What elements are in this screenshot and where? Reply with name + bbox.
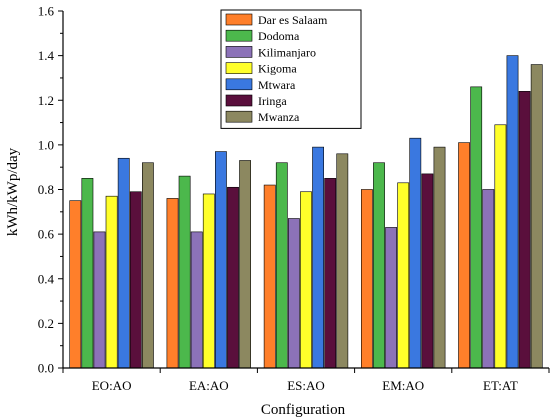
bars-layer [69, 55, 543, 369]
x-axis-title: Configuration [261, 402, 346, 418]
legend-label-mwanza: Mwanza [258, 110, 300, 124]
bar-dodoma-em-ao [373, 162, 385, 369]
legend-swatch-kilimanjaro [225, 46, 253, 58]
bar-mtwara-eo-ao [117, 157, 130, 369]
axes-layer: EO:AO EA:AO ES:AO EM:AO ET:AT 0.0 0.2 0.4 0.6 0.8… [38, 4, 550, 393]
bar-mwanza-es-ao [336, 153, 349, 369]
bar-dodoma-ea-ao [178, 175, 191, 369]
legend-label-kigoma: Kigoma [258, 62, 297, 76]
x-tick-label: EM:AO [382, 378, 424, 393]
bar-dar-es-salaam-ea-ao [166, 198, 179, 369]
bar-dar-es-salaam-et-at [458, 142, 470, 369]
bar-dodoma-es-ao [275, 162, 288, 369]
legend-label-kilimanjaro: Kilimanjaro [258, 45, 316, 59]
bar-mtwara-ea-ao [215, 151, 227, 369]
y-tick-label: 1.4 [38, 48, 55, 63]
legend-swatch-iringa [225, 94, 253, 107]
bar-mwanza-em-ao [433, 146, 446, 369]
bar-iringa-es-ao [324, 178, 337, 369]
legend-label-dar-es-salaam: Dar es Salaam [258, 13, 328, 27]
x-tick-label: ET:AT [483, 378, 518, 393]
legend-label-dodoma: Dodoma [258, 29, 300, 43]
bar-mtwara-es-ao [312, 146, 324, 369]
legend: Dar es Salaam Dodoma Kilimanjaro Kigoma Mtwa… [220, 9, 362, 129]
bar-dar-es-salaam-es-ao [263, 184, 276, 369]
y-axis-title: kWh/kWp/day [5, 147, 21, 236]
x-tick-label: EA:AO [189, 378, 229, 393]
legend-swatch-mwanza [225, 110, 253, 123]
bar-dodoma-et-at [470, 86, 483, 369]
bar-dodoma-eo-ao [81, 178, 94, 369]
bar-mwanza-ea-ao [239, 160, 251, 369]
bar-mwanza-eo-ao [142, 162, 154, 369]
bar-kilimanjaro-em-ao [385, 227, 397, 369]
bar-dar-es-salaam-em-ao [360, 189, 373, 369]
y-tick-label: 0.0 [38, 361, 54, 376]
y-tick-label: 0.4 [38, 271, 55, 286]
y-tick-label: 0.8 [38, 182, 54, 197]
bar-kigoma-eo-ao [105, 195, 118, 369]
bar-mtwara-et-at [506, 55, 519, 369]
legend-swatch-dar-es-salaam [225, 13, 253, 26]
y-tick-label: 1.2 [38, 93, 54, 108]
bar-mwanza-et-at [530, 64, 543, 369]
legend-swatch-kigoma [225, 62, 253, 74]
legend-swatch-dodoma [225, 29, 253, 42]
bar-iringa-eo-ao [129, 191, 142, 369]
bar-kilimanjaro-es-ao [287, 218, 300, 369]
bar-iringa-ea-ao [227, 186, 239, 369]
y-tick-label: 0.6 [38, 227, 55, 242]
bar-kilimanjaro-ea-ao [190, 231, 203, 369]
bar-kigoma-ea-ao [202, 193, 215, 369]
legend-label-iringa: Iringa [258, 94, 287, 108]
y-tick-label: 0.2 [38, 316, 54, 331]
bar-kigoma-et-at [494, 124, 507, 369]
y-tick-label: 1.0 [38, 137, 54, 152]
bar-kilimanjaro-eo-ao [93, 231, 106, 369]
bar-mtwara-em-ao [409, 137, 422, 369]
bar-iringa-em-ao [421, 173, 434, 369]
legend-label-mtwara: Mtwara [258, 78, 296, 92]
x-tick-label: EO:AO [92, 378, 132, 393]
legend-swatch-mtwara [225, 78, 253, 91]
bar-dar-es-salaam-eo-ao [69, 200, 82, 369]
bar-kigoma-em-ao [397, 182, 410, 369]
bar-iringa-et-at [518, 91, 531, 369]
bar-kilimanjaro-et-at [482, 189, 495, 369]
x-tick-label: ES:AO [287, 378, 325, 393]
y-tick-label: 1.6 [38, 4, 55, 19]
bar-kigoma-es-ao [300, 191, 312, 369]
